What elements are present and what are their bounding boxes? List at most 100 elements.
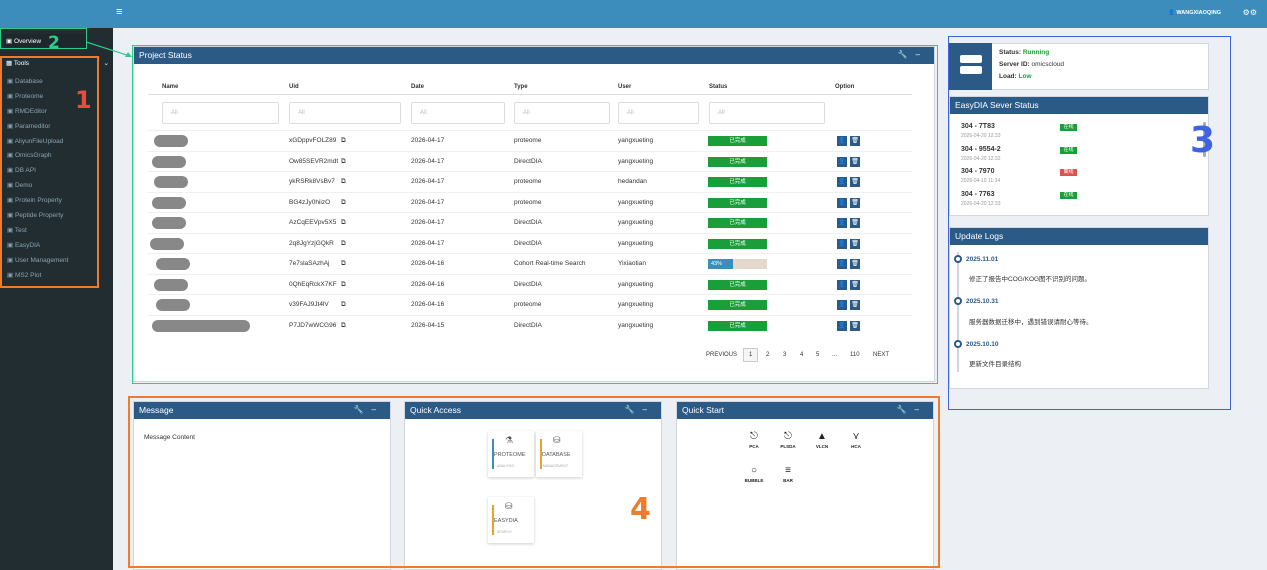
sidebar-item-aliyunfileupload[interactable]: ▣ AliyunFileUpload	[7, 138, 64, 145]
col-header-type[interactable]: Type	[514, 84, 528, 90]
trash-icon[interactable]: 🗑	[850, 300, 860, 310]
annotation-box-3	[948, 36, 1231, 410]
table-row[interactable]: 7e7slaSAzhAj ⧉ 2026-04-16 Cohort Real-time …	[148, 253, 912, 273]
sidebar-item-easydia[interactable]: ▣ EasyDIA	[7, 242, 41, 249]
pager-previous[interactable]: PREVIOUS	[706, 352, 738, 358]
copy-icon[interactable]: ⧉	[341, 239, 346, 247]
sidebar-item-parameditor[interactable]: ▣ Parameditor	[7, 123, 51, 130]
copy-icon[interactable]: ⧉	[341, 137, 346, 144]
table-row[interactable]: BG4zJy0hiizO ⧉ 2026-04-17 proteome yangxueti…	[148, 191, 912, 212]
quick-start-plsda[interactable]: ⎋ PLSDA	[773, 431, 803, 449]
filter-type-input[interactable]: All	[514, 102, 610, 124]
quick-start-hca[interactable]: ⋎ HCA	[841, 431, 871, 449]
trash-icon[interactable]: 🗑	[850, 177, 860, 187]
user-icon[interactable]: 👤	[837, 136, 847, 146]
filter-uid-input[interactable]: All	[289, 102, 401, 124]
box-tools[interactable]: 🔧–	[353, 405, 384, 414]
box-tools[interactable]: 🔧–	[896, 405, 927, 414]
sidebar-item-ms2-plot[interactable]: ▣ MS2 Plot	[7, 272, 42, 279]
scrollbar-thumb[interactable]	[1203, 122, 1206, 157]
user-icon[interactable]: 👤	[837, 218, 847, 228]
col-header-uid[interactable]: Uid	[289, 84, 299, 90]
copy-icon[interactable]: ⧉	[341, 321, 346, 329]
table-row[interactable]: 0QhEqRckX7KF ⧉ 2026-04-16 DirectDIA yangxuet…	[148, 273, 912, 294]
sidebar-item-db-api[interactable]: ▣ DB API	[7, 167, 36, 174]
copy-icon[interactable]: ⧉	[341, 260, 346, 267]
user-menu[interactable]: 👤 WANGXIAOQING	[1167, 10, 1221, 16]
user-icon[interactable]: 👤	[837, 156, 847, 167]
pager-page-110[interactable]: 110	[850, 352, 860, 358]
sidebar-item-protein-property[interactable]: ▣ Protein Property	[7, 197, 62, 204]
user-icon[interactable]: 👤	[837, 259, 847, 269]
table-row[interactable]: xGDppvFOLZ89 ⧉ 2026-04-17 proteome yangxueti…	[148, 130, 912, 150]
filter-name-input[interactable]: All	[162, 102, 279, 124]
redacted-name	[152, 155, 186, 168]
trash-icon[interactable]: 🗑	[850, 218, 860, 228]
pager-page-2[interactable]: 2	[766, 352, 770, 358]
sidebar-item-label: RMDEditor	[14, 108, 47, 115]
filter-date-input[interactable]: All	[411, 102, 505, 124]
sidebar-item-database[interactable]: ▣ Database	[7, 78, 43, 85]
filter-status-input[interactable]: All	[709, 102, 825, 124]
trash-icon[interactable]: 🗑	[850, 279, 860, 290]
table-row[interactable]: Ow85SEVR2mdt ⧉ 2026-04-17 DirectDIA yangxuet…	[148, 150, 912, 171]
quick-access-proteome[interactable]: ⚗ PROTEOME ANALYSIS	[488, 431, 534, 477]
sidebar-item-proteome[interactable]: ▣ Proteome	[7, 93, 44, 100]
pager-page-4[interactable]: 4	[800, 352, 804, 358]
pager-page-5[interactable]: 5	[816, 352, 820, 358]
table-row[interactable]: 2q8JgYzjGQkR ⧉ 2026-04-17 DirectDIA yangxuet…	[148, 232, 912, 253]
user-icon[interactable]: 👤	[837, 238, 847, 249]
sidebar-item-demo[interactable]: ▣ Demo	[7, 182, 33, 189]
redacted-name	[156, 299, 190, 311]
copy-icon[interactable]: ⧉	[341, 157, 346, 165]
sidebar-item-rmdeditor[interactable]: ▣ RMDEditor	[7, 108, 47, 115]
col-header-name[interactable]: Name	[162, 84, 179, 90]
filter-user-input[interactable]: All	[618, 102, 699, 124]
table-row[interactable]: ykRSRk8VsBv7 ⧉ 2026-04-17 proteome hedandan 已…	[148, 171, 912, 191]
sidebar-item-overview[interactable]: ▣ Overview	[4, 34, 86, 47]
box-tools[interactable]: 🔧–	[897, 50, 928, 59]
col-header-date[interactable]: Date	[411, 84, 425, 90]
trash-icon[interactable]: 🗑	[850, 238, 860, 249]
user-icon[interactable]: 👤	[837, 320, 847, 331]
trash-icon[interactable]: 🗑	[850, 197, 860, 208]
trash-icon[interactable]: 🗑	[850, 320, 860, 331]
top-navbar: ≡ 👤 WANGXIAOQING ⚙⚙	[0, 0, 1267, 28]
copy-icon[interactable]: ⧉	[341, 178, 346, 185]
cogs-icon[interactable]: ⚙⚙	[1242, 8, 1257, 17]
sidebar-item-user-management[interactable]: ▣ User Management	[7, 257, 69, 264]
trash-icon[interactable]: 🗑	[850, 259, 860, 269]
pager-next[interactable]: NEXT	[873, 352, 890, 358]
user-icon[interactable]: 👤	[837, 279, 847, 290]
copy-icon[interactable]: ⧉	[341, 301, 346, 308]
copy-icon[interactable]: ⧉	[341, 198, 346, 206]
quick-access-easydia[interactable]: ⛁ EASYDIA SEARCH	[488, 497, 534, 543]
cell-user: yangxueting	[618, 198, 654, 206]
user-icon[interactable]: 👤	[837, 177, 847, 187]
quick-start-bubble[interactable]: ○ BUBBLE	[739, 465, 769, 483]
copy-icon[interactable]: ⧉	[341, 280, 346, 288]
copy-icon[interactable]: ⧉	[341, 219, 346, 226]
sidebar-item-omicsgraph[interactable]: ▣ OmicsGraph	[7, 152, 52, 159]
quick-access-database[interactable]: ⛁ DATABASE MANAGEMENT	[536, 431, 582, 477]
pager-page-3[interactable]: 3	[783, 352, 787, 358]
sidebar-item-peptide-property[interactable]: ▣ Peptide Property	[7, 212, 64, 219]
table-row[interactable]: v39FAJ9Jt4lV ⧉ 2026-04-16 proteome yangxueti…	[148, 294, 912, 314]
table-row[interactable]: AzCqEEVpv5X5 ⧉ 2026-04-17 DirectDIA yangxuet…	[148, 212, 912, 232]
user-icon[interactable]: 👤	[837, 300, 847, 310]
user-icon[interactable]: 👤	[837, 197, 847, 208]
sidebar-item-tools[interactable]: ▦ Tools ⌄	[6, 60, 109, 67]
sidebar-item-test[interactable]: ▣ Test	[7, 227, 27, 234]
pager-page-1[interactable]: 1	[743, 348, 759, 362]
quick-start-vlcn[interactable]: ▲ VLCN	[807, 431, 837, 449]
trash-icon[interactable]: 🗑	[850, 136, 860, 146]
col-header-status[interactable]: Status	[709, 84, 728, 90]
cell-user: yangxueting	[618, 239, 654, 247]
col-header-user[interactable]: User	[618, 84, 632, 90]
trash-icon[interactable]: 🗑	[850, 156, 860, 167]
menu-toggle-icon[interactable]: ≡	[116, 6, 123, 18]
quick-start-pca[interactable]: ⎋ PCA	[739, 431, 769, 449]
table-row[interactable]: P7JD7wWCG96 ⧉ 2026-04-15 DirectDIA yangxueti…	[148, 314, 912, 335]
box-tools[interactable]: 🔧–	[624, 405, 655, 414]
quick-start-bar[interactable]: ≡ BAR	[773, 465, 803, 483]
